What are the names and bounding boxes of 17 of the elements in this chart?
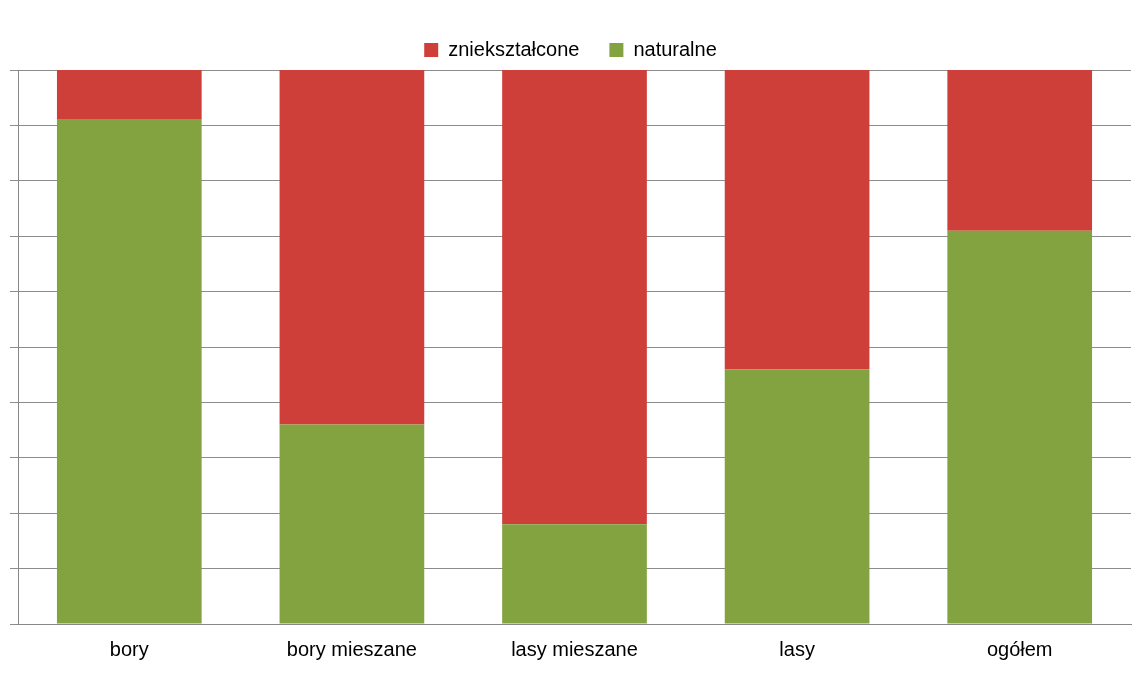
bar <box>947 230 1093 624</box>
x-tick-label: bory mieszane <box>286 637 417 660</box>
legend-label: zniekształcone <box>448 37 580 60</box>
bar <box>502 524 647 624</box>
x-tick-label: lasy <box>779 637 815 660</box>
bar <box>947 70 1093 231</box>
bar <box>56 119 202 624</box>
x-tick-label: lasy mieszane <box>511 637 638 660</box>
bar <box>502 70 647 525</box>
bar <box>56 70 202 120</box>
bar <box>724 70 870 370</box>
bar <box>279 70 425 425</box>
legend-label: naturalne <box>633 37 717 60</box>
x-tick-label: bory <box>109 637 149 660</box>
bar <box>279 424 425 624</box>
x-tick-label: ogółem <box>986 637 1053 660</box>
bar <box>724 369 870 624</box>
